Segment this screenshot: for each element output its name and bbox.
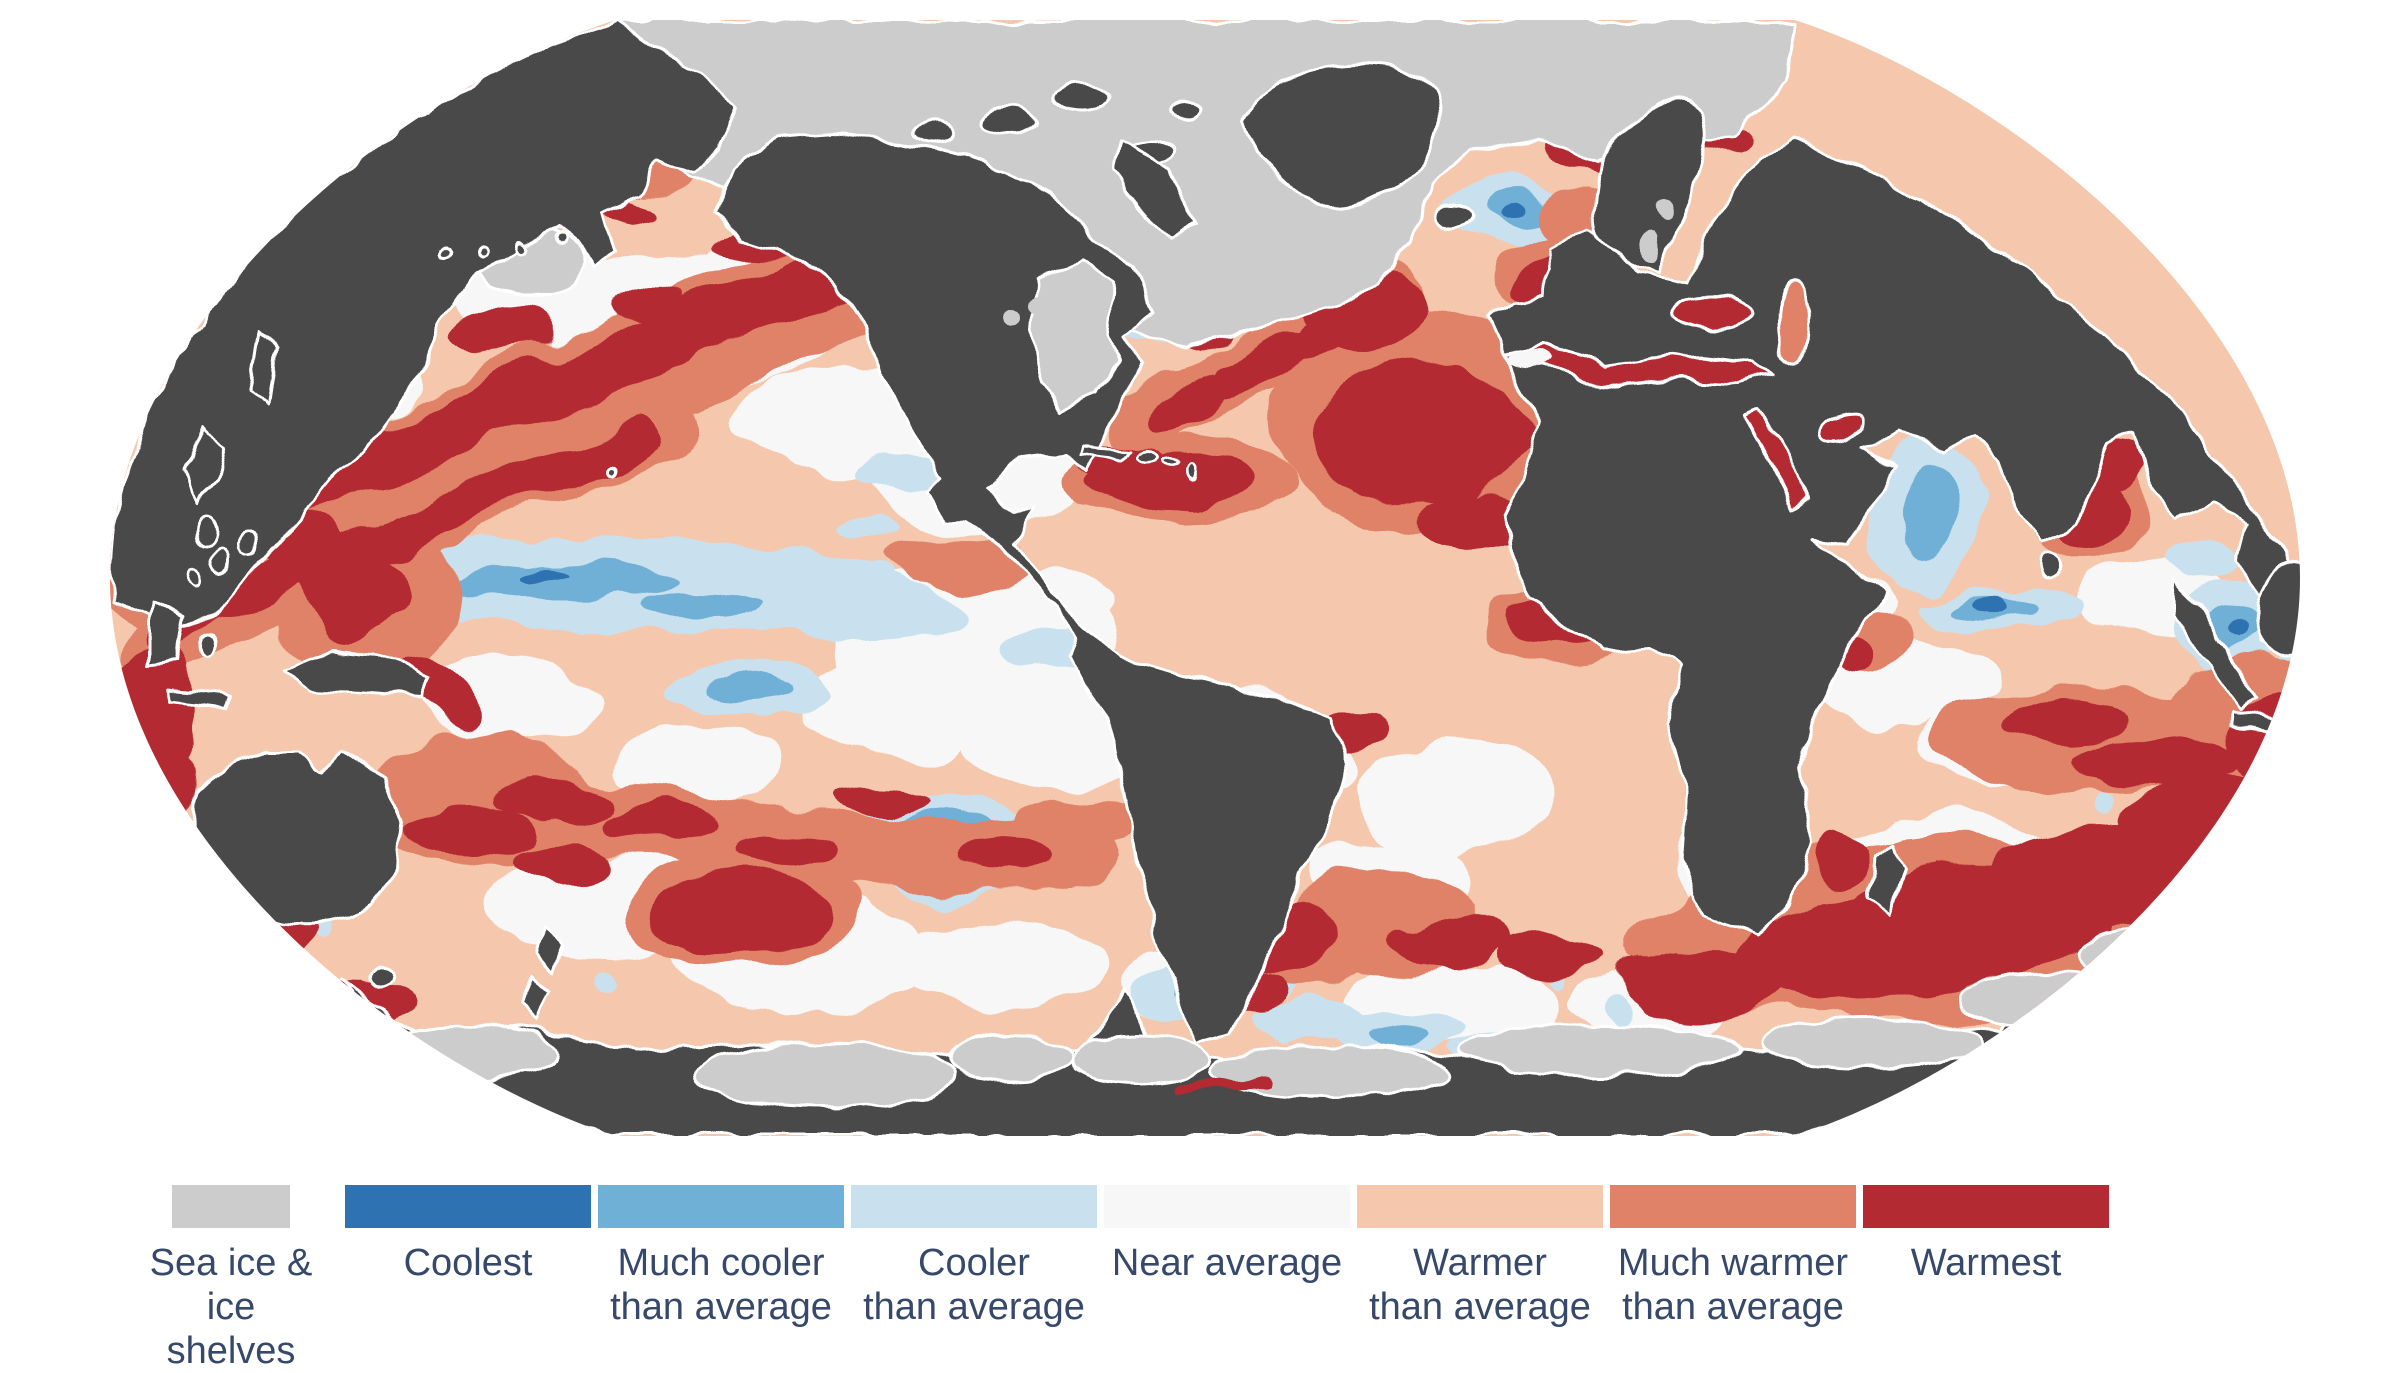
land-scandinavia <box>1591 99 1708 274</box>
hudson-bay-ice <box>1030 260 1124 412</box>
sea-ice-swatch <box>172 1185 290 1228</box>
land-iceland <box>1433 204 1471 228</box>
map-container <box>110 20 2300 1136</box>
sea-ice-label: Sea ice & ice shelves <box>149 1242 313 1372</box>
land-cuba <box>1078 444 1128 462</box>
legend-item-coolest: Coolest <box>345 1185 591 1285</box>
warmer-label: Warmer than average <box>1369 1242 1591 1328</box>
legend-item-much-warmer: Much warmer than average <box>1610 1185 1856 1329</box>
inland-water-layer <box>1003 198 1863 508</box>
baltic-ice <box>1642 230 1662 262</box>
legend-item-warmest: Warmest <box>1863 1185 2109 1285</box>
land-new-zealand <box>536 926 564 975</box>
land-greenland <box>1242 62 1442 208</box>
land-new-guinea <box>284 650 432 698</box>
land-tasmania <box>367 964 399 990</box>
map-legend: Sea ice & ice shelves Coolest Much coole… <box>0 1150 2400 1372</box>
much-warmer-swatch <box>1610 1185 1856 1228</box>
warmest-swatch <box>1863 1185 2109 1228</box>
warmer-swatch <box>1357 1185 1603 1228</box>
land-japan <box>185 423 228 504</box>
legend-item-much-cooler: Much cooler than average <box>598 1185 844 1329</box>
land-layer <box>110 20 2300 1046</box>
mediterranean-cool-spot <box>1508 348 1552 364</box>
much-cooler-label: Much cooler than average <box>610 1242 832 1328</box>
land-borneo-west <box>148 598 188 668</box>
land-madagascar <box>1868 842 1906 916</box>
land-americas <box>714 131 1349 1046</box>
land-baffin <box>1112 140 1198 242</box>
land-hawaii <box>606 466 618 478</box>
land-northeast-asia <box>110 20 738 630</box>
red-sea <box>1742 404 1810 508</box>
mediterranean-sea <box>1504 342 1774 388</box>
cooler-label: Cooler than average <box>863 1242 1085 1328</box>
caspian-sea <box>1775 278 1811 366</box>
coolest-swatch <box>345 1185 591 1228</box>
near-average-label: Near average <box>1111 1242 1343 1284</box>
land-sri-lanka <box>2038 549 2062 579</box>
much-warmer-label: Much warmer than average <box>1617 1242 1849 1328</box>
persian-gulf <box>1821 414 1863 442</box>
world-sst-anomaly-map <box>110 20 2300 1136</box>
legend-item-cooler: Cooler than average <box>851 1185 1097 1329</box>
great-lakes <box>1003 309 1021 327</box>
coolest-label: Coolest <box>403 1242 533 1284</box>
legend-item-sea-ice: Sea ice & ice shelves <box>150 1185 312 1373</box>
antarctica-layer <box>342 929 2202 1136</box>
black-sea <box>1670 294 1754 330</box>
land-sakhalin <box>250 328 278 410</box>
legend-item-near-average: Near average <box>1104 1185 1350 1285</box>
land-taiwan <box>238 531 258 559</box>
cooler-swatch <box>851 1185 1097 1228</box>
warmest-label: Warmest <box>1910 1242 2062 1284</box>
much-cooler-swatch <box>598 1185 844 1228</box>
legend-item-warmer: Warmer than average <box>1357 1185 1603 1329</box>
antarctic-warm-streak <box>1177 1077 1273 1095</box>
near-average-swatch <box>1104 1185 1350 1228</box>
land-sumatra <box>2170 574 2262 714</box>
land-java-west <box>166 688 232 710</box>
land-australia <box>189 750 404 926</box>
land-arctic-islands <box>976 105 1036 139</box>
land-borneo-east <box>2255 564 2300 660</box>
land-philippines <box>193 514 217 550</box>
